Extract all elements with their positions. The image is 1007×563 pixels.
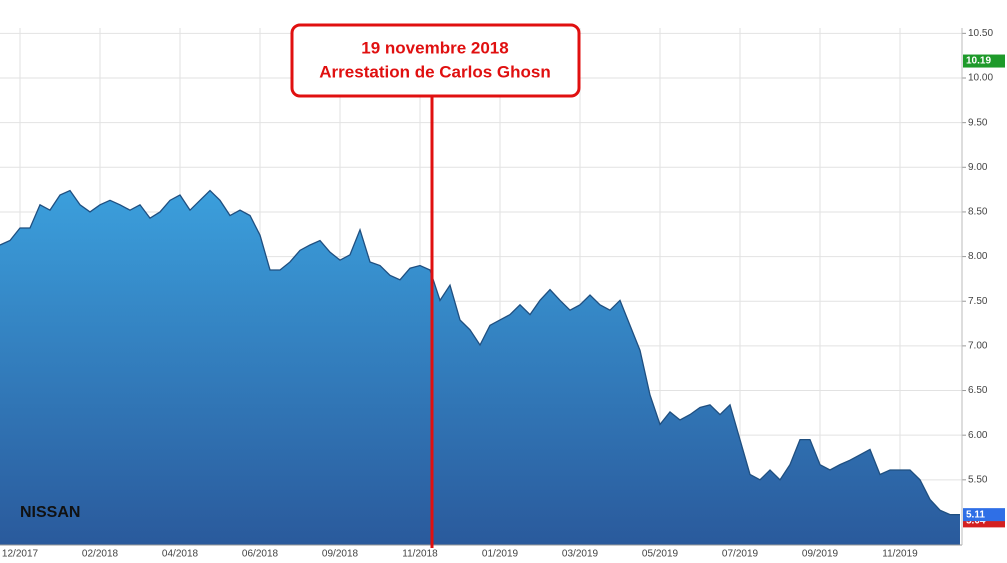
price-tag-label: 10.19 (966, 56, 991, 67)
event-text: Arrestation de Carlos Ghosn (319, 62, 550, 81)
price-tag-label: 5.11 (966, 509, 985, 520)
x-tick-label: 11/2018 (402, 549, 438, 560)
y-tick-label: 7.50 (968, 296, 988, 307)
event-text: 19 novembre 2018 (361, 38, 508, 57)
y-tick-label: 10.50 (968, 28, 993, 39)
series-label: NISSAN (20, 504, 80, 521)
y-tick-label: 10.00 (968, 73, 993, 84)
x-tick-label: 03/2019 (562, 549, 599, 560)
y-tick-label: 6.00 (968, 430, 988, 441)
y-tick-label: 6.50 (968, 385, 988, 396)
y-tick-label: 8.00 (968, 251, 988, 262)
y-tick-label: 9.50 (968, 117, 988, 128)
price-line (0, 189, 960, 516)
x-tick-label: 02/2018 (82, 549, 119, 560)
y-tick-label: 9.00 (968, 162, 988, 173)
x-tick-label: 07/2019 (722, 549, 759, 560)
x-tick-label: 04/2018 (162, 549, 199, 560)
x-tick-label: 11/2019 (882, 549, 918, 560)
event-box (290, 23, 581, 98)
y-tick-label: 7.00 (968, 341, 988, 352)
annotation: NISSAN 19 novembre 2018 Arrestation de Car… (20, 23, 581, 548)
x-tick-label: 01/2019 (482, 549, 519, 560)
plot (0, 189, 960, 545)
y-tick-label: 8.50 (968, 207, 988, 218)
x-tick-label: 09/2019 (802, 549, 839, 560)
price-tag (963, 54, 1005, 68)
x-tick-label: 06/2018 (242, 549, 279, 560)
price-tag (963, 508, 1005, 522)
y-tick-label: 5.50 (968, 474, 988, 485)
x-tick-label: 05/2019 (642, 549, 679, 560)
x-tick-label: 12/2017 (2, 549, 39, 560)
axes: 5.50 6.00 6.50 7.00 7.50 8.00 8.50 9.00 9.50 10.0… (0, 28, 1005, 560)
x-tick-label: 09/2018 (322, 549, 359, 560)
area-fill (0, 190, 960, 545)
